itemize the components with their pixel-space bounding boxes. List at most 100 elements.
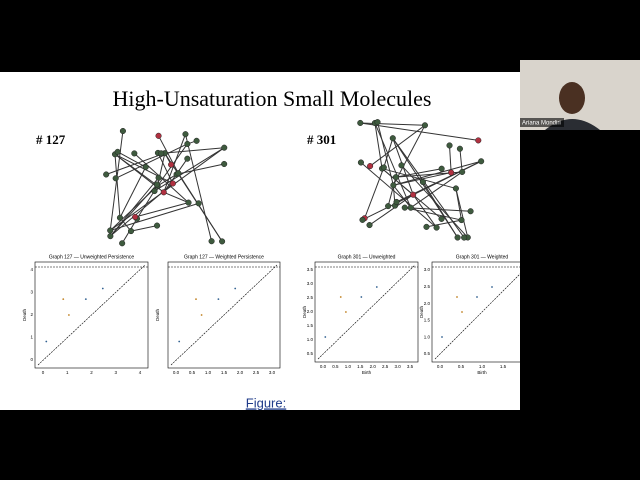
bond: [161, 147, 225, 154]
atom: [359, 216, 366, 223]
atom: [456, 145, 463, 152]
bond: [110, 202, 199, 231]
x-tick-label: 2: [90, 370, 93, 375]
atom: [357, 159, 364, 166]
diagonal: [317, 264, 416, 360]
x-tick-label: 1.0: [345, 364, 352, 369]
x-axis-label: Birth: [362, 370, 372, 375]
molecule-graph: [103, 127, 228, 247]
atom: [393, 198, 400, 206]
bond: [117, 151, 146, 168]
atom: [132, 213, 139, 221]
bond: [455, 188, 462, 221]
x-tick-label: 3: [114, 370, 117, 375]
atom: [392, 174, 399, 181]
name-tag: [520, 118, 564, 127]
atom: [221, 160, 228, 168]
atom: [107, 227, 114, 234]
bond: [395, 168, 442, 178]
bond: [369, 194, 414, 226]
x-tick-label: 1.5: [221, 370, 228, 375]
x-tick-label: 0: [42, 370, 45, 375]
point: [491, 286, 493, 288]
bond: [404, 207, 471, 212]
molecule-label: # 301: [307, 132, 336, 147]
atom: [193, 137, 200, 144]
y-tick-label: 1.5: [307, 323, 314, 328]
atom: [160, 189, 167, 196]
y-tick-label: 1.0: [424, 334, 431, 339]
atom: [107, 233, 114, 240]
atom: [475, 137, 482, 144]
y-tick-label: 2.0: [307, 309, 314, 314]
bond: [377, 122, 394, 186]
y-tick-label: 0.5: [307, 351, 314, 356]
x-tick-label: 0.0: [173, 370, 180, 375]
y-tick-label: 2.0: [424, 301, 431, 306]
atom: [438, 215, 445, 222]
atom: [184, 155, 191, 162]
bond: [412, 194, 438, 228]
point: [375, 286, 378, 288]
bond: [158, 135, 179, 174]
atom: [448, 169, 455, 176]
bond: [360, 122, 425, 126]
bond: [426, 219, 462, 228]
atom: [195, 200, 202, 207]
participant-name: Ariana Mondiri: [522, 121, 561, 127]
point: [84, 298, 87, 300]
x-tick-label: 1.0: [205, 370, 212, 375]
person-head: [559, 82, 585, 114]
y-tick-label: 0: [30, 357, 33, 362]
atom: [168, 161, 175, 168]
atom: [221, 144, 228, 151]
atom: [459, 168, 466, 175]
x-tick-label: 2.5: [253, 370, 260, 375]
atom: [151, 187, 158, 195]
bond: [410, 171, 463, 209]
x-tick-label: 2.0: [370, 364, 377, 369]
y-tick-label: 1.0: [307, 337, 314, 342]
atom: [467, 208, 474, 215]
x-tick-label: 1: [66, 370, 69, 375]
point: [101, 287, 104, 290]
atom: [419, 178, 426, 186]
bond: [401, 165, 469, 238]
y-tick-label: 3.5: [307, 267, 314, 272]
point: [45, 340, 48, 343]
y-tick-label: 1.5: [424, 318, 431, 323]
x-tick-label: 1.5: [500, 364, 507, 369]
bond: [364, 167, 385, 219]
point: [62, 298, 65, 300]
bond: [393, 160, 482, 186]
atom: [155, 174, 162, 181]
atom: [410, 191, 417, 198]
bond: [392, 137, 465, 238]
x-tick-label: 1.5: [357, 364, 364, 369]
atom: [380, 164, 387, 171]
x-tick-label: 0.5: [332, 364, 339, 369]
bond: [392, 184, 412, 209]
bond: [176, 163, 225, 175]
frame-edge: [520, 130, 640, 410]
plot-title: Graph 301 — Weighted: [456, 254, 509, 260]
atom: [452, 185, 459, 192]
diagonal: [170, 264, 278, 366]
x-tick-label: 0.5: [458, 364, 465, 369]
atom: [461, 234, 468, 241]
point: [68, 314, 70, 316]
plot-title: Graph 301 — Unweighted: [338, 254, 396, 260]
bond: [115, 143, 188, 179]
y-tick-label: 1: [30, 335, 33, 340]
atom: [407, 204, 414, 211]
point: [339, 296, 342, 298]
bond: [114, 154, 121, 218]
bond: [360, 162, 437, 228]
atom: [389, 135, 396, 142]
bond: [154, 147, 225, 192]
atom: [114, 148, 121, 155]
x-tick-label: 3.0: [269, 370, 276, 375]
x-tick-label: 0.5: [189, 370, 196, 375]
bond: [177, 172, 223, 242]
